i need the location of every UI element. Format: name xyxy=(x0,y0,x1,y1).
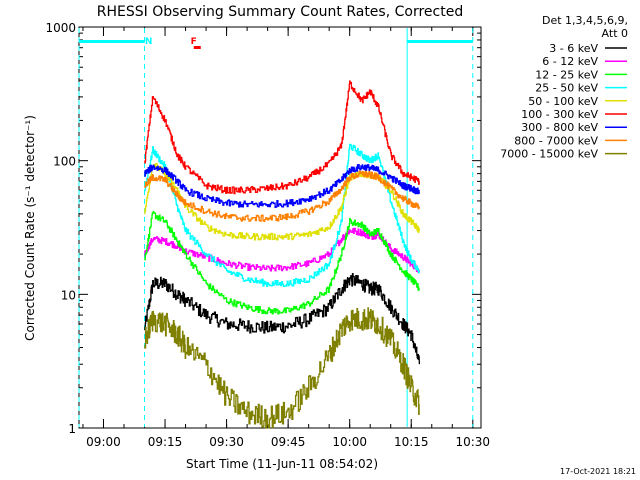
x-tick-label: 09:45 xyxy=(271,435,306,449)
x-tick-label: 10:15 xyxy=(394,435,429,449)
plot-area: 1 10 100 1000 09:00 09:15 09:30 09:45 10:00 10:15… xyxy=(45,21,490,449)
series-line-300-800-kev xyxy=(144,164,421,208)
y-tick-label: 1 xyxy=(68,422,76,436)
legend-header-line-2: Att 0 xyxy=(602,27,628,40)
chart-title: RHESSI Observing Summary Count Rates, Co… xyxy=(97,4,463,20)
flag-label: N xyxy=(145,37,153,47)
legend-entry-label: 300 - 800 keV xyxy=(521,121,598,134)
night-interval-bar xyxy=(79,40,145,43)
y-tick-label: 1000 xyxy=(45,21,76,35)
x-tick-label: 09:00 xyxy=(86,435,121,449)
legend-entry-label: 12 - 25 keV xyxy=(535,68,598,81)
x-axis-label: Start Time (11-Jun-11 08:54:02) xyxy=(186,457,378,471)
series-line-7000-15000-kev xyxy=(144,307,421,429)
legend-header-line-1: Det 1,3,4,5,6,9, xyxy=(542,14,628,27)
series-line-100-300-kev xyxy=(144,80,420,195)
series-line-800-7000-kev xyxy=(144,170,421,222)
series-line-3-6-kev xyxy=(144,272,421,365)
legend-entry-label: 50 - 100 keV xyxy=(528,95,598,108)
legend-entry-label: 3 - 6 keV xyxy=(549,42,598,55)
flag-label: F xyxy=(191,37,197,47)
x-tick-label: 09:15 xyxy=(148,435,183,449)
legend-entry-label: 100 - 300 keV xyxy=(521,108,598,121)
legend-entry-label: 800 - 7000 keV xyxy=(514,134,598,147)
y-tick-label: 10 xyxy=(61,288,76,302)
y-tick-label: 100 xyxy=(53,155,76,169)
legend-entry-label: 6 - 12 keV xyxy=(542,55,598,68)
flare-interval-bar xyxy=(193,46,201,49)
legend-entry-label: 25 - 50 keV xyxy=(535,82,598,95)
series-line-50-100-kev xyxy=(144,162,420,241)
legend-entry-label: 7000 - 15000 keV xyxy=(500,148,598,161)
x-tick-label: 10:00 xyxy=(332,435,367,449)
y-axis-label: Corrected Count Rate (s⁻¹ detector⁻¹) xyxy=(23,115,37,341)
x-tick-label: 10:30 xyxy=(455,435,490,449)
footer-date: 17-Oct-2021 18:21 xyxy=(560,467,636,476)
series-line-6-12-kev xyxy=(144,227,420,273)
night-interval-bar xyxy=(407,40,473,43)
x-tick-label: 09:30 xyxy=(209,435,244,449)
series-line-12-25-kev xyxy=(144,210,420,315)
legend-header: Det 1,3,4,5,6,9, Att 0 xyxy=(542,14,628,40)
axis-frame xyxy=(78,26,482,429)
